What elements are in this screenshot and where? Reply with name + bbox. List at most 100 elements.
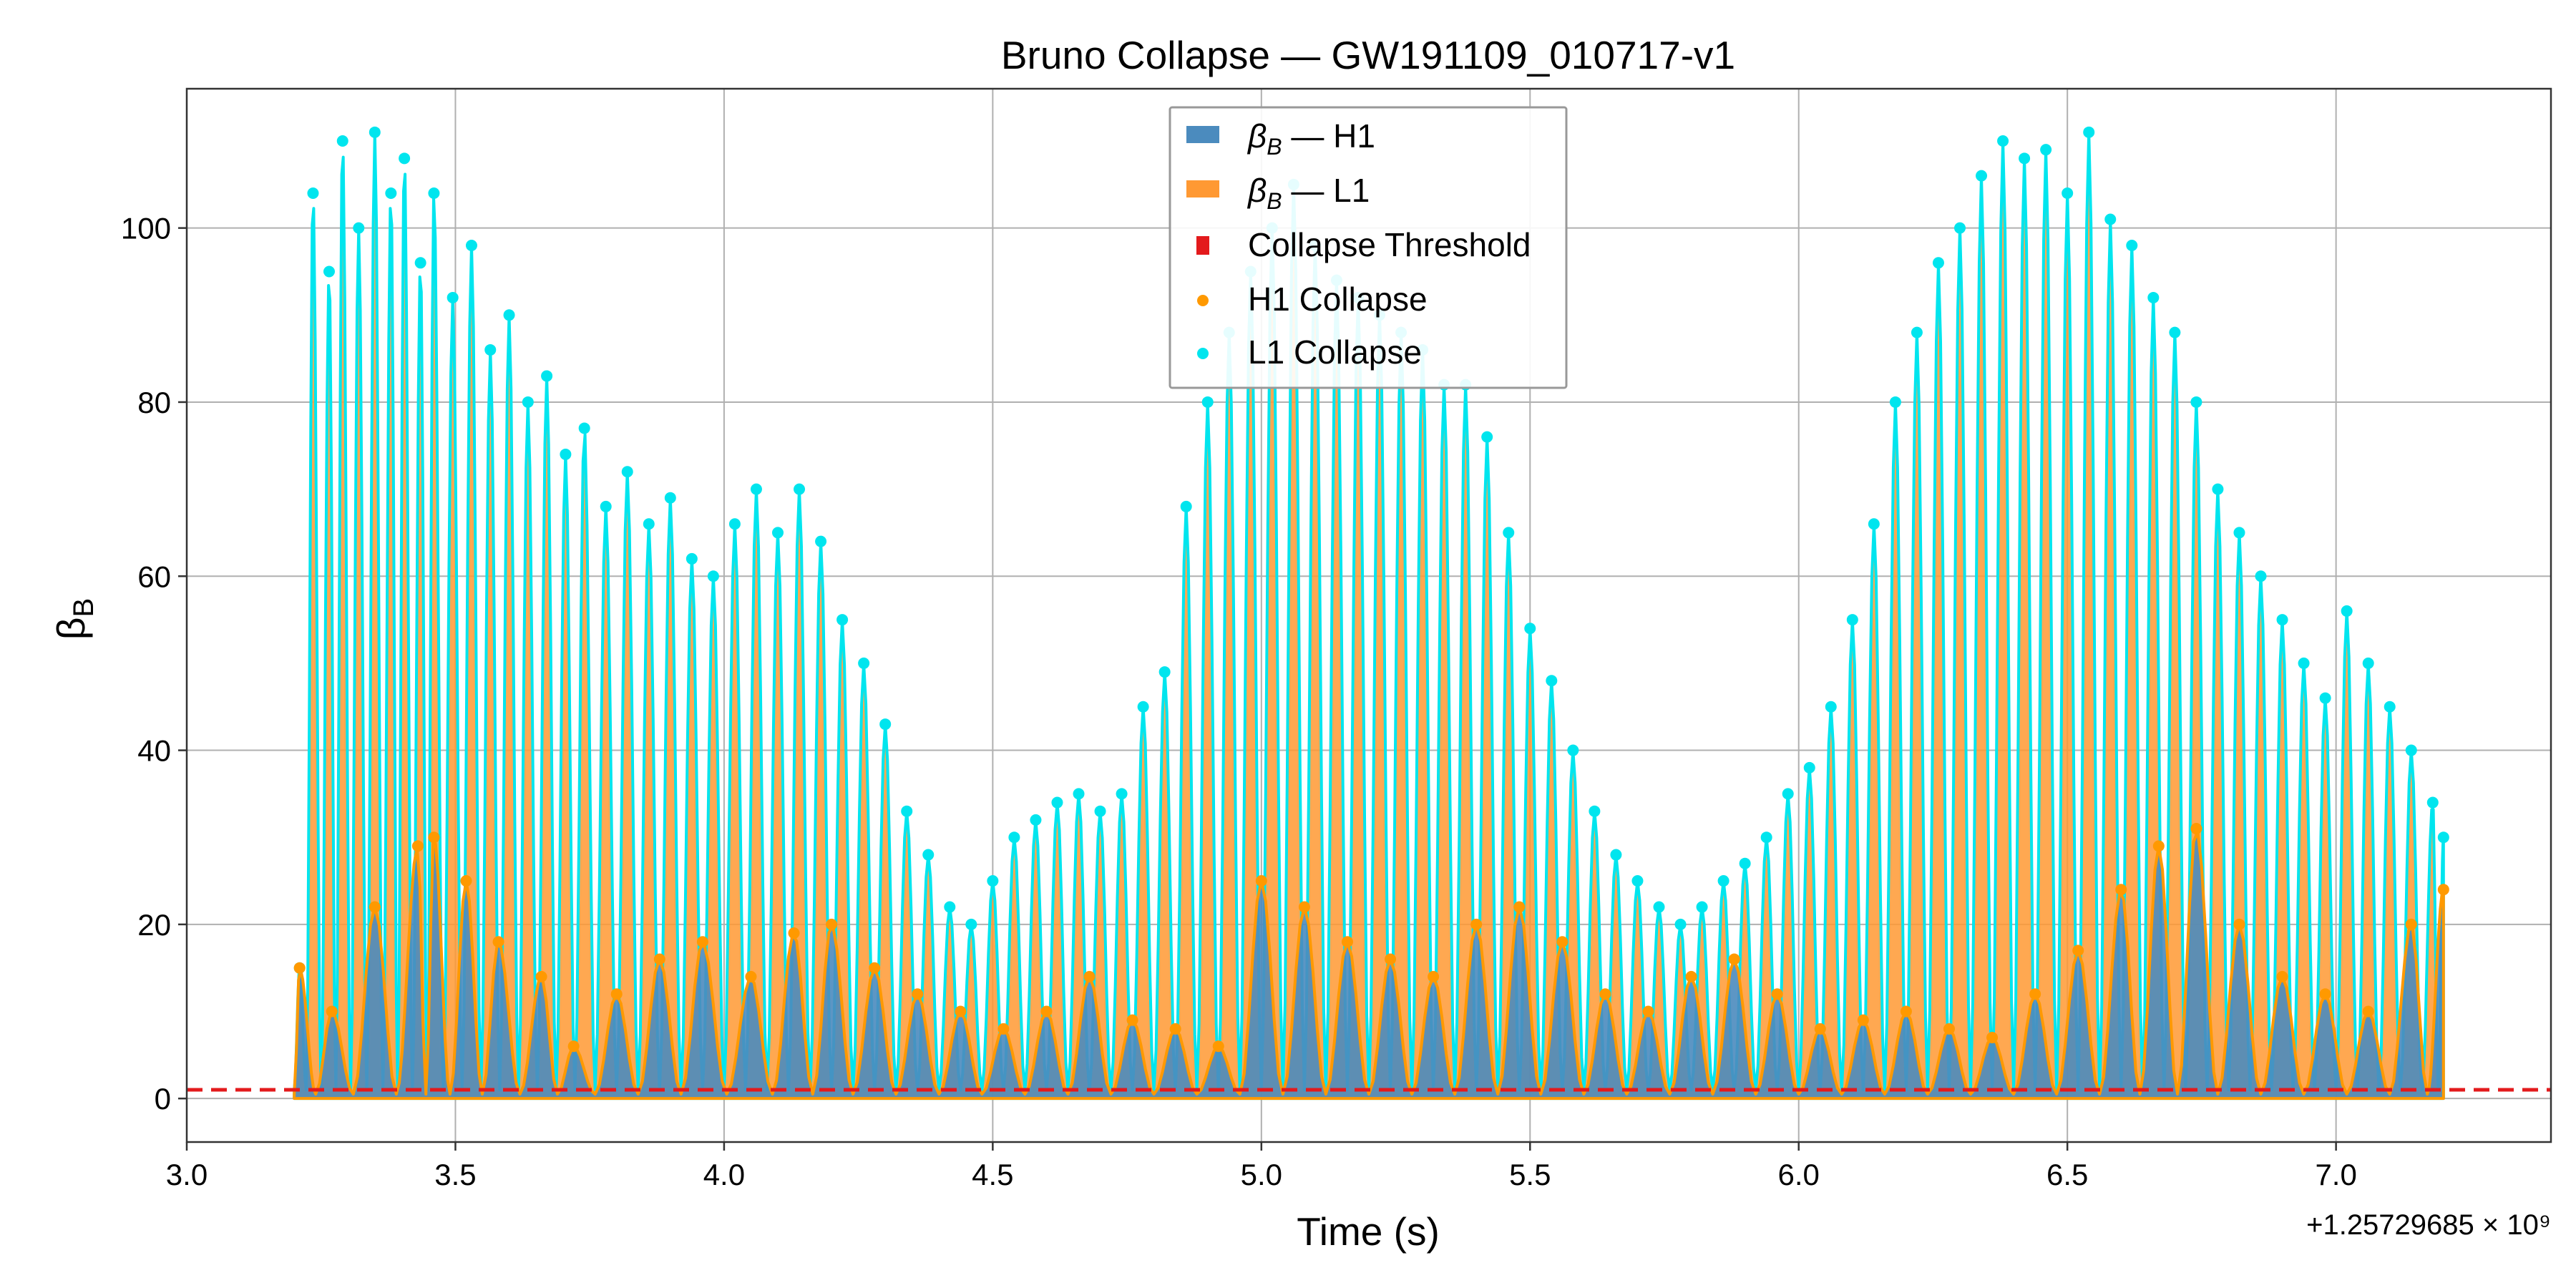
y-axis-ticks: 0 20 40 60 80 100 bbox=[121, 212, 187, 1116]
legend-l1-symbol: β bbox=[1246, 172, 1267, 209]
axes-frame bbox=[185, 87, 2552, 1143]
l1-series-collapse-marker bbox=[1696, 901, 1708, 913]
l1-series-collapse-marker bbox=[1610, 849, 1622, 861]
h1-series-collapse-marker bbox=[1212, 1040, 1224, 1053]
h1-series-collapse-marker bbox=[1900, 1005, 1912, 1018]
l1-series-collapse-marker bbox=[1976, 170, 1988, 182]
l1-series-collapse-marker bbox=[1825, 701, 1837, 713]
l1-series-collapse-marker bbox=[944, 901, 956, 913]
l1-series-collapse-marker bbox=[399, 152, 411, 165]
h1-series-collapse-marker bbox=[1513, 901, 1526, 913]
l1-series-collapse-marker bbox=[794, 483, 806, 495]
h1-series-collapse-marker bbox=[2362, 1005, 2374, 1018]
l1-series-collapse-marker bbox=[2319, 692, 2331, 704]
h1-series-collapse-marker bbox=[1428, 970, 1440, 982]
h1-series-collapse-marker bbox=[696, 936, 708, 948]
x-tick-label: 6.0 bbox=[1778, 1158, 1820, 1191]
h1-series-collapse-marker bbox=[788, 927, 800, 940]
l1-series-collapse-marker bbox=[879, 718, 892, 731]
legend-l1-subscript: B bbox=[1267, 188, 1282, 214]
legend-marker-h1-collapse bbox=[1197, 295, 1209, 306]
h1-series-collapse-marker bbox=[1298, 901, 1310, 913]
h1-series-collapse-marker bbox=[2276, 970, 2288, 982]
l1-series-collapse-marker bbox=[1846, 614, 1858, 626]
h1-series-collapse-marker bbox=[1728, 953, 1740, 965]
legend-label-l1: βB — L1 bbox=[1246, 172, 1370, 214]
legend-swatch-threshold bbox=[1196, 236, 1209, 255]
l1-series-collapse-marker bbox=[1782, 788, 1794, 800]
l1-series-collapse-marker bbox=[707, 570, 719, 582]
x-tick-label: 4.5 bbox=[972, 1158, 1013, 1191]
l1-series-collapse-marker bbox=[2212, 483, 2224, 495]
h1-series-collapse-marker bbox=[912, 988, 924, 1000]
legend-label-threshold: Collapse Threshold bbox=[1248, 226, 1531, 263]
x-tick-label: 6.5 bbox=[2046, 1158, 2088, 1191]
l1-series-collapse-marker bbox=[1051, 796, 1063, 809]
l1-series-collapse-marker bbox=[664, 492, 676, 504]
h1-series-collapse-marker bbox=[955, 1005, 967, 1018]
l1-series-collapse-marker bbox=[369, 126, 381, 138]
l1-series-collapse-marker bbox=[1137, 701, 1149, 713]
x-axis-ticks: 3.0 3.5 4.0 4.5 5.0 5.5 6.0 6.5 7.0 bbox=[166, 1142, 2357, 1191]
l1-series-collapse-marker bbox=[560, 448, 572, 460]
y-axis-label-subscript: B bbox=[68, 598, 99, 618]
l1-series-collapse-marker bbox=[2255, 570, 2267, 582]
l1-series-collapse-marker bbox=[1653, 901, 1665, 913]
h1-series-collapse-marker bbox=[2152, 840, 2165, 852]
l1-series-collapse-marker bbox=[1889, 396, 1901, 408]
l1-series-collapse-marker bbox=[600, 500, 612, 512]
l1-series-collapse-marker bbox=[323, 265, 335, 278]
l1-series-collapse-marker bbox=[1180, 500, 1192, 512]
h1-series-collapse-marker bbox=[411, 840, 424, 852]
l1-series-collapse-marker bbox=[686, 552, 698, 565]
h1-series-collapse-marker bbox=[869, 962, 881, 974]
l1-series-collapse-marker bbox=[503, 309, 515, 321]
y-tick-label: 100 bbox=[121, 212, 171, 245]
l1-series-collapse-marker bbox=[2362, 657, 2374, 669]
y-tick-label: 20 bbox=[137, 908, 171, 942]
l1-series-collapse-marker bbox=[858, 657, 870, 669]
l1-series-collapse-marker bbox=[1911, 326, 1923, 338]
h1-series-collapse-marker bbox=[428, 831, 440, 844]
l1-series-collapse-marker bbox=[1739, 857, 1751, 869]
h1-series-collapse-marker bbox=[1857, 1014, 1869, 1026]
y-tick-label: 60 bbox=[137, 560, 171, 593]
h1-series-collapse-marker bbox=[1943, 1023, 1955, 1035]
legend-box bbox=[1169, 106, 1568, 389]
legend-label-h1: βB — H1 bbox=[1246, 117, 1375, 160]
h1-series-collapse-marker bbox=[1341, 936, 1353, 948]
l1-series-collapse-marker bbox=[1158, 666, 1171, 678]
l1-series-collapse-marker bbox=[750, 483, 762, 495]
l1-series-collapse-marker bbox=[1030, 814, 1042, 826]
l1-series-collapse-marker bbox=[728, 518, 741, 530]
x-axis-offset-text: +1.25729685 × 10⁹ bbox=[2306, 1209, 2551, 1241]
y-tick-label: 80 bbox=[137, 386, 171, 419]
h1-series-collapse-marker bbox=[1599, 988, 1611, 1000]
legend-h1-suffix: — H1 bbox=[1282, 117, 1375, 155]
x-tick-label: 5.5 bbox=[1509, 1158, 1551, 1191]
l1-series-collapse-marker bbox=[2040, 144, 2052, 156]
h1-series-collapse-marker bbox=[535, 970, 547, 982]
x-tick-label: 3.5 bbox=[434, 1158, 476, 1191]
legend: βB — H1 βB — L1 Collapse Threshold H1 Co… bbox=[1169, 106, 1568, 389]
h1-series-collapse-marker bbox=[2319, 988, 2331, 1000]
l1-series-collapse-marker bbox=[901, 805, 913, 817]
l1-series-collapse-marker bbox=[1674, 918, 1687, 930]
y-axis-label: βB bbox=[49, 598, 99, 640]
l1-series-collapse-marker bbox=[414, 257, 426, 269]
y-axis-label-symbol: β bbox=[49, 618, 93, 640]
h1-series-collapse-marker bbox=[1986, 1032, 1999, 1044]
legend-swatch-h1 bbox=[1186, 126, 1219, 143]
h1-series-collapse-marker bbox=[1642, 1005, 1654, 1018]
h1-series-collapse-marker bbox=[2190, 823, 2202, 835]
chart-title: Bruno Collapse — GW191109_010717-v1 bbox=[1001, 33, 1735, 77]
l1-series-collapse-marker bbox=[1503, 527, 1515, 539]
l1-series-collapse-marker bbox=[1932, 257, 1944, 269]
h1-series-collapse-marker bbox=[460, 875, 472, 887]
l1-series-collapse-marker bbox=[1631, 875, 1644, 887]
l1-series-collapse-marker bbox=[428, 187, 440, 199]
h1-series-collapse-marker bbox=[2233, 918, 2245, 930]
l1-series-collapse-marker bbox=[578, 422, 590, 434]
l1-series-collapse-marker bbox=[1567, 744, 1579, 756]
